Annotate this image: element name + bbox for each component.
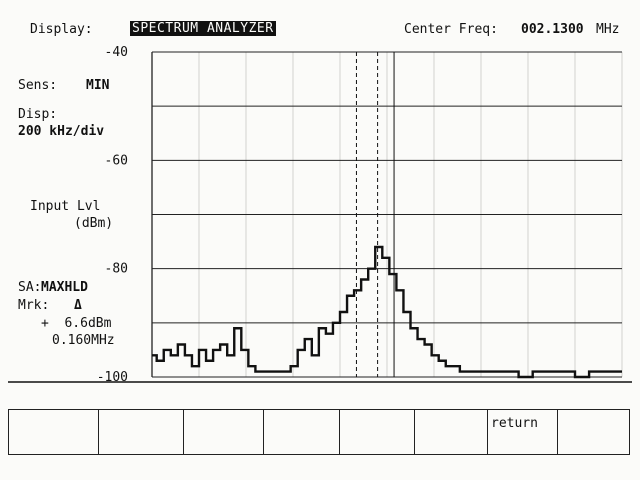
y-tick-label: -80 (105, 262, 128, 277)
marker-label: Mrk: (18, 298, 50, 313)
display-mode-value: SPECTRUM ANALYZER (130, 21, 276, 36)
softkey-bar: return (8, 409, 630, 455)
disp-label: Disp: (18, 107, 58, 122)
softkey-5[interactable] (339, 409, 414, 455)
softkey-3[interactable] (183, 409, 263, 455)
marker-lines (355, 52, 395, 377)
center-freq-unit: MHz (596, 22, 620, 37)
softkey-4[interactable] (263, 409, 339, 455)
softkey-8[interactable] (557, 409, 630, 455)
marker-level: + 6.6dBm (41, 316, 112, 331)
softkey-6[interactable] (414, 409, 487, 455)
disp-value: 200 kHz/div (18, 124, 105, 139)
y-axis-ticks: -40-60-80-100 (97, 45, 128, 385)
marker-delta-icon: Δ (74, 298, 82, 313)
sens-value: MIN (86, 78, 110, 93)
spectrum-trace (152, 245, 622, 379)
center-freq-label: Center Freq: (404, 22, 498, 37)
softkey-label: return (491, 416, 538, 431)
sa-label: SA: (18, 280, 42, 295)
spectrum-series (152, 245, 622, 379)
plot-grid (151, 51, 623, 378)
marker-frequency: 0.160MHz (52, 333, 115, 348)
sa-value: MAXHLD (41, 280, 88, 295)
y-tick-label: -40 (105, 45, 128, 60)
sens-label: Sens: (18, 78, 58, 93)
softkey-7[interactable]: return (487, 409, 557, 455)
softkey-1[interactable] (8, 409, 98, 455)
display-label: Display: (30, 22, 93, 37)
y-tick-label: -60 (105, 153, 128, 168)
input-level-label: Input Lvl (30, 199, 101, 214)
input-level-unit: (dBm) (74, 216, 114, 231)
center-freq-value: 002.1300 (521, 22, 584, 37)
softkey-2[interactable] (98, 409, 183, 455)
